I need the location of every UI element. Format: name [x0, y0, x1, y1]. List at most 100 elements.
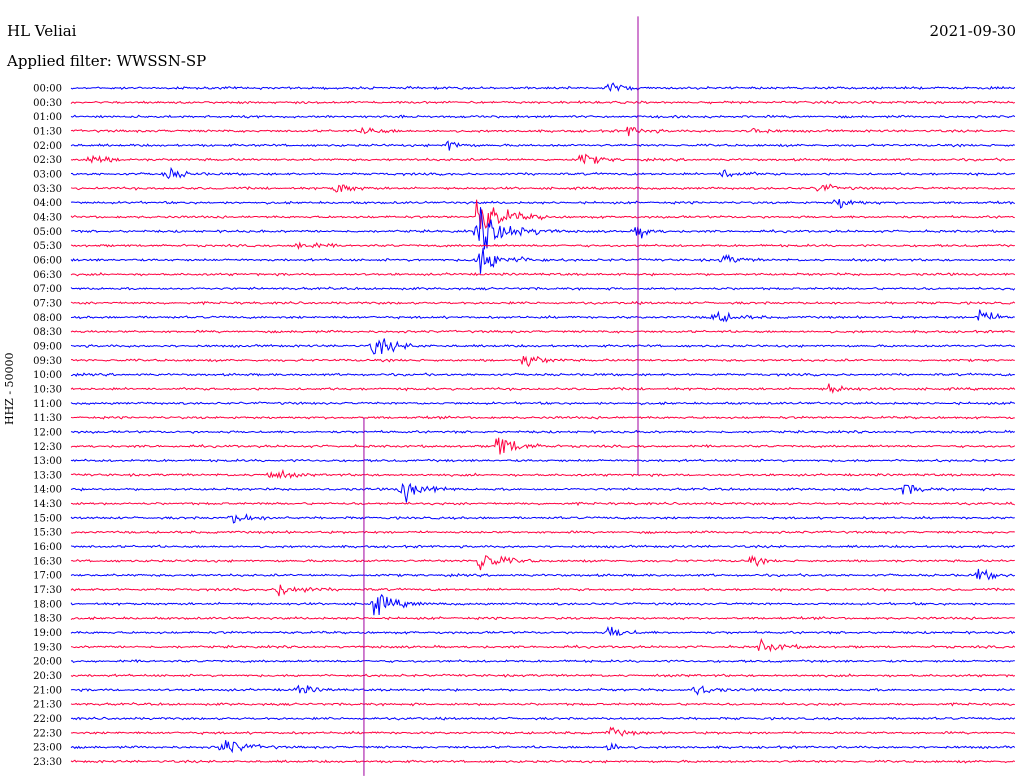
row-time-label: 19:00 — [33, 628, 62, 639]
trace-line — [70, 300, 1016, 306]
trace-line — [70, 241, 1015, 251]
row-time-label: 17:30 — [33, 585, 62, 596]
row-time-label: 11:00 — [33, 399, 62, 410]
trace-line — [70, 355, 1015, 368]
trace-line — [70, 153, 1015, 165]
trace-line — [70, 372, 1015, 377]
row-time-label: 21:00 — [33, 685, 62, 696]
trace-line — [70, 637, 1016, 653]
row-time-label: 02:00 — [33, 141, 62, 152]
trace-line — [70, 759, 1016, 764]
row-time-label: 09:30 — [33, 356, 62, 367]
trace-line — [70, 684, 1015, 696]
trace-line — [70, 593, 1015, 616]
trace-line — [70, 544, 1015, 549]
trace-line — [70, 183, 1016, 193]
station-title: HL Veliai — [7, 22, 77, 40]
row-time-label: 07:00 — [33, 284, 62, 295]
trace-line — [70, 437, 1016, 455]
row-time-label: 01:30 — [33, 126, 62, 137]
row-time-label: 01:00 — [33, 112, 62, 123]
row-time-label: 02:30 — [33, 155, 62, 166]
trace-line — [70, 726, 1016, 737]
trace-line — [70, 740, 1016, 754]
trace-line — [70, 568, 1016, 581]
filter-label: Applied filter: WWSSN-SP — [7, 52, 207, 70]
row-time-label: 03:00 — [33, 169, 62, 180]
row-time-label: 14:30 — [33, 499, 62, 510]
row-label-group: 00:00 00:30 01:00 01:30 02:00 02:30 03:00 03:30… — [33, 84, 62, 769]
row-time-label: 08:00 — [33, 313, 62, 324]
trace-line — [70, 286, 1016, 291]
row-time-label: 10:00 — [33, 370, 62, 381]
trace-line — [70, 501, 1016, 507]
row-time-label: 22:00 — [33, 714, 62, 725]
trace-line — [70, 401, 1016, 406]
trace-line — [70, 383, 1016, 395]
trace-line — [70, 100, 1016, 105]
row-time-label: 18:30 — [33, 614, 62, 625]
row-time-label: 20:00 — [33, 657, 62, 668]
row-time-label: 14:00 — [33, 485, 62, 496]
row-time-label: 07:30 — [33, 298, 62, 309]
row-time-label: 16:30 — [33, 556, 62, 567]
row-time-label: 09:00 — [33, 341, 62, 352]
trace-line — [70, 166, 1016, 180]
trace-group — [70, 16, 1016, 776]
row-time-label: 11:30 — [33, 413, 62, 424]
row-time-label: 21:30 — [33, 700, 62, 711]
trace-line — [70, 126, 1015, 137]
trace-line — [70, 458, 1016, 463]
row-time-label: 18:00 — [33, 599, 62, 610]
trace-line — [70, 415, 1015, 420]
row-time-label: 15:00 — [33, 513, 62, 524]
row-time-label: 23:00 — [33, 743, 62, 754]
trace-line — [70, 482, 1016, 503]
row-time-label: 04:00 — [33, 198, 62, 209]
trace-line — [70, 207, 1015, 250]
row-time-label: 10:30 — [33, 384, 62, 395]
row-time-label: 19:30 — [33, 642, 62, 653]
trace-line — [70, 615, 1015, 621]
trace-line — [70, 554, 1015, 571]
trace-line — [70, 247, 1016, 274]
trace-line — [70, 468, 1016, 480]
trace-line — [70, 271, 1016, 277]
trace-line — [70, 429, 1016, 435]
trace-line — [70, 513, 1015, 524]
row-time-label: 13:30 — [33, 470, 62, 481]
row-time-label: 06:00 — [33, 255, 62, 266]
row-time-label: 04:30 — [33, 212, 62, 223]
trace-line — [70, 199, 1015, 229]
trace-line — [70, 716, 1016, 721]
row-time-label: 23:30 — [33, 757, 62, 768]
row-time-label: 00:00 — [33, 84, 62, 95]
trace-line — [70, 198, 1016, 209]
row-time-label: 03:30 — [33, 184, 62, 195]
row-time-label: 22:30 — [33, 728, 62, 739]
row-time-label: 12:30 — [33, 442, 62, 453]
trace-line — [70, 658, 1015, 664]
row-time-label: 05:30 — [33, 241, 62, 252]
trace-line — [70, 82, 1016, 93]
trace-line — [70, 114, 1016, 119]
row-time-label: 17:00 — [33, 571, 62, 582]
row-time-label: 13:00 — [33, 456, 62, 467]
trace-line — [70, 702, 1015, 707]
trace-line — [70, 309, 1015, 323]
row-time-label: 06:30 — [33, 270, 62, 281]
trace-line — [70, 673, 1016, 678]
trace-line — [70, 329, 1015, 334]
trace-line — [70, 530, 1015, 535]
row-time-label: 15:30 — [33, 528, 62, 539]
row-time-label: 08:30 — [33, 327, 62, 338]
row-time-label: 12:00 — [33, 427, 62, 438]
row-time-label: 05:00 — [33, 227, 62, 238]
row-time-label: 16:00 — [33, 542, 62, 553]
trace-line — [70, 338, 1016, 355]
row-time-label: 00:30 — [33, 98, 62, 109]
trace-line — [70, 584, 1016, 597]
row-time-label: 20:30 — [33, 671, 62, 682]
date-label: 2021-09-30 — [929, 22, 1016, 40]
